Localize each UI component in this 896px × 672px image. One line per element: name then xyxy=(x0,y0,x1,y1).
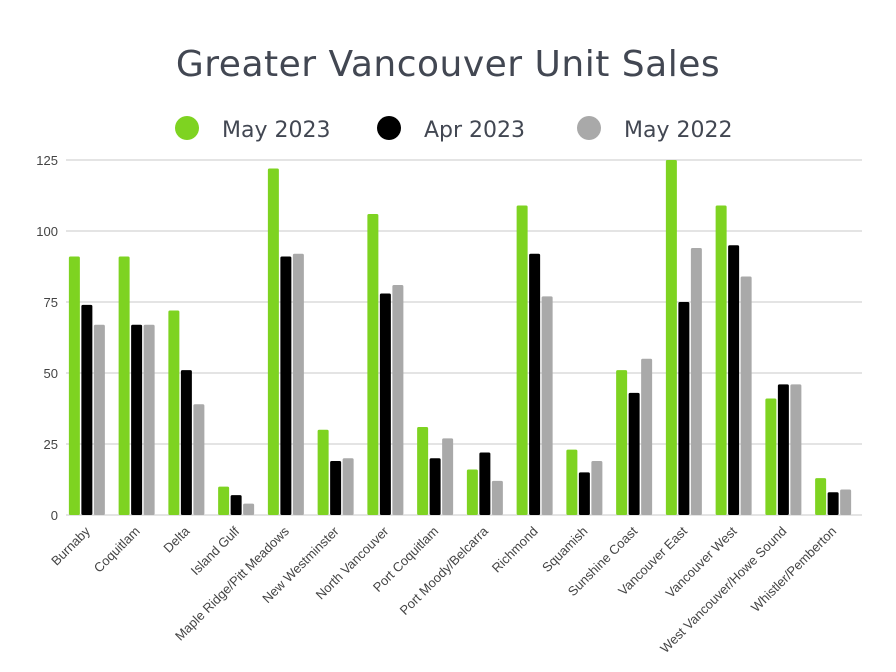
bar xyxy=(491,480,503,515)
bar xyxy=(566,449,578,515)
bar xyxy=(479,452,491,515)
y-tick-label: 100 xyxy=(36,224,58,239)
y-tick-label: 0 xyxy=(51,508,58,523)
bar xyxy=(267,168,279,515)
y-tick-label: 75 xyxy=(44,295,58,310)
x-tick-label: Coquitlam xyxy=(91,524,143,576)
x-tick-label: Squamish xyxy=(539,524,590,575)
bar xyxy=(68,256,80,515)
legend-label: Apr 2023 xyxy=(424,118,525,143)
chart-title: Greater Vancouver Unit Sales xyxy=(175,44,721,85)
bar xyxy=(678,302,690,515)
bar xyxy=(616,370,628,515)
bar xyxy=(131,324,143,515)
bar xyxy=(827,492,839,515)
y-tick-label: 50 xyxy=(44,366,58,381)
bar xyxy=(442,438,454,515)
bar xyxy=(342,458,354,515)
y-tick-label: 25 xyxy=(44,437,58,452)
bar xyxy=(429,458,441,515)
legend-label: May 2023 xyxy=(222,118,330,143)
bar xyxy=(740,276,752,515)
bar xyxy=(93,324,105,515)
bar xyxy=(392,284,404,515)
x-tick-label: Richmond xyxy=(489,524,541,576)
bar xyxy=(193,404,205,515)
x-tick-label: Delta xyxy=(160,523,193,556)
bar xyxy=(690,248,702,516)
x-tick-label: Burnaby xyxy=(48,523,93,568)
bar xyxy=(665,160,677,515)
bar xyxy=(168,310,180,515)
bar xyxy=(243,503,255,515)
bar xyxy=(180,370,192,515)
x-tick-label: Port Moody/Belcarra xyxy=(397,523,492,618)
bar xyxy=(118,256,130,515)
bar xyxy=(777,384,789,515)
bar xyxy=(840,489,852,515)
legend-label: May 2022 xyxy=(624,118,732,143)
bar xyxy=(628,392,640,515)
bar xyxy=(728,245,740,515)
bar xyxy=(317,429,329,515)
bar xyxy=(417,426,429,515)
bar xyxy=(815,478,827,515)
legend-marker xyxy=(175,116,199,140)
bar xyxy=(280,256,292,515)
bar xyxy=(230,495,242,515)
bar xyxy=(466,469,478,515)
bar xyxy=(330,461,342,515)
bar xyxy=(578,472,590,515)
bar xyxy=(367,213,379,515)
bar xyxy=(790,384,802,515)
x-tick-label: Whistler/Pemberton xyxy=(748,524,839,615)
bar xyxy=(379,293,391,515)
legend-marker xyxy=(577,116,601,140)
bar xyxy=(218,486,230,515)
bar xyxy=(516,205,528,515)
bar xyxy=(529,253,541,515)
bar xyxy=(81,304,93,515)
bar xyxy=(292,253,304,515)
bar xyxy=(541,296,553,515)
bar xyxy=(765,398,777,515)
bar xyxy=(641,358,653,515)
bar xyxy=(715,205,727,515)
bar xyxy=(591,461,603,515)
bar xyxy=(143,324,155,515)
legend-marker xyxy=(377,116,401,140)
y-tick-label: 125 xyxy=(36,153,58,168)
